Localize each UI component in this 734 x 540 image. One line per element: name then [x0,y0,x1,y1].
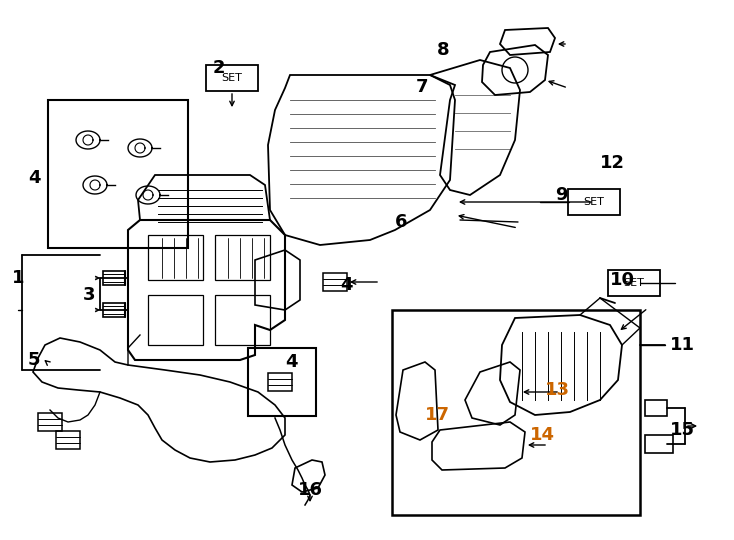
Text: 4: 4 [28,169,40,187]
Text: SET: SET [584,197,604,207]
Text: 7: 7 [416,78,429,96]
Bar [56,431,80,449]
Text: 16: 16 [298,481,323,499]
Text: 14: 14 [530,426,555,444]
Bar [568,189,620,215]
Bar [148,295,203,345]
Text: 4: 4 [340,276,352,294]
Text: 17: 17 [425,406,450,424]
Bar [103,303,125,317]
Bar [248,348,316,416]
Text: 4: 4 [285,353,297,371]
Bar [608,270,660,296]
Bar [38,413,62,431]
Text: 8: 8 [437,41,450,59]
Text: SET: SET [624,278,644,288]
Bar [645,400,667,416]
Text: 15: 15 [670,421,695,439]
Text: 10: 10 [610,271,635,289]
Text: SET: SET [222,73,242,83]
Bar [268,373,292,391]
Text: 5: 5 [28,351,40,369]
Bar [323,273,347,291]
Text: 3: 3 [83,286,95,304]
Text: 1: 1 [12,269,24,287]
Text: 12: 12 [600,154,625,172]
Bar [206,65,258,91]
Bar [215,295,270,345]
Text: 11: 11 [670,336,695,354]
Text: 6: 6 [395,213,407,231]
Text: 9: 9 [555,186,567,204]
Bar [103,271,125,285]
Bar [645,435,673,453]
Bar [215,235,270,280]
Bar [148,235,203,280]
Bar [48,100,188,248]
Text: 2: 2 [213,59,225,77]
Text: 13: 13 [545,381,570,399]
Bar [392,310,640,515]
